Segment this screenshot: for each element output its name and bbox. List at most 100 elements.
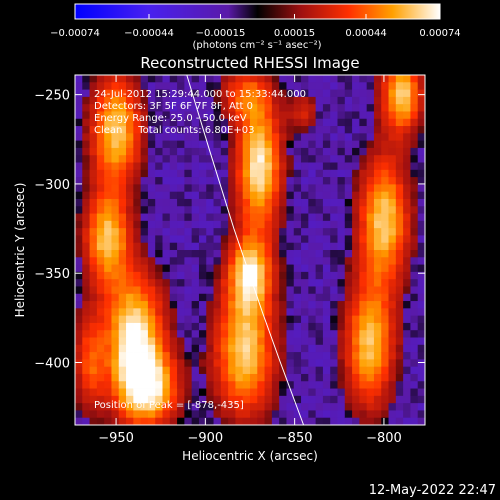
heatmap-cell [126,155,134,163]
heatmap-cell [366,344,375,353]
heatmap-cell [198,133,207,142]
heatmap-cell [315,184,324,193]
heatmap-cell [293,177,302,185]
heatmap-cell [315,162,324,171]
heatmap-cell [250,111,258,120]
heatmap-cell [82,366,90,375]
heatmap-cell [410,366,419,375]
heatmap-cell [140,250,149,258]
heatmap-cell [308,352,317,360]
heatmap-cell [184,388,193,397]
heatmap-cell [126,373,134,382]
heatmap-cell [191,257,200,265]
heatmap-cell [177,206,185,214]
heatmap-cell [330,359,338,368]
heatmap-cell [213,344,222,353]
heatmap-cell [301,177,309,185]
heatmap-cell [213,162,222,171]
heatmap-cell [264,344,273,353]
heatmap-cell [373,206,382,214]
heatmap-cell [89,417,98,425]
heatmap-cell [162,250,171,258]
heatmap-cell [242,257,251,265]
heatmap-cell [111,184,120,193]
heatmap-cell [286,293,295,302]
heatmap-cell [257,126,265,134]
heatmap-cell [140,308,149,317]
heatmap-cell [293,373,302,382]
heatmap-cell [126,395,134,404]
heatmap-cell [191,250,200,258]
heatmap-cell [82,359,90,368]
heatmap-cell [191,75,200,83]
heatmap-cell [388,191,397,200]
heatmap-cell [279,235,287,244]
heatmap-cell [279,133,287,142]
heatmap-cell [242,235,251,244]
heatmap-cell [373,410,382,419]
heatmap-cell [366,147,375,156]
heatmap-cell [301,403,309,411]
heatmap-cell [257,322,265,331]
heatmap-cell [344,206,353,214]
heatmap-cell [366,155,375,163]
heatmap-cell [96,250,105,258]
heatmap-cell [228,403,236,411]
heatmap-cell [388,250,397,258]
heatmap-cell [75,373,83,382]
heatmap-cell [410,279,419,287]
heatmap-cell [126,388,134,397]
heatmap-cell [75,140,83,149]
heatmap-cell [271,184,280,193]
heatmap-cell [111,140,120,149]
heatmap-cell [330,220,338,229]
heatmap-cell [96,155,105,163]
heatmap-cell [308,322,317,331]
heatmap-cell [191,89,200,98]
heatmap-cell [322,257,331,265]
heatmap-cell [82,242,90,251]
heatmap-cell [293,286,302,295]
heatmap-cell [213,286,222,295]
heatmap-cell [118,191,127,200]
heatmap-cell [104,118,112,127]
heatmap-cell [228,96,236,105]
heatmap-cell [366,271,375,280]
heatmap-cell [147,271,156,280]
heatmap-cell [191,352,200,360]
heatmap-cell [417,257,425,265]
heatmap-cell [133,169,142,178]
heatmap-cell [220,352,229,360]
heatmap-cell [286,286,295,295]
heatmap-cell [388,104,397,112]
heatmap-cell [330,403,338,411]
heatmap-cell [177,381,185,389]
heatmap-cell [352,286,360,295]
heatmap-cell [213,198,222,207]
heatmap-cell [155,337,163,346]
heatmap-cell [395,257,404,265]
heatmap-cell [403,111,411,120]
heatmap-cell [96,111,105,120]
heatmap-cell [330,155,338,163]
heatmap-cell [169,293,178,302]
heatmap-cell [162,228,171,236]
heatmap-cell [206,235,214,244]
heatmap-cell [198,162,207,171]
heatmap-cell [191,82,200,90]
heatmap-cell [89,344,98,353]
heatmap-cell [89,184,98,193]
heatmap-cell [198,89,207,98]
heatmap-cell [395,213,404,222]
heatmap-cell [75,118,83,127]
heatmap-cell [191,366,200,375]
heatmap-cell [388,228,397,236]
heatmap-cell [177,191,185,200]
heatmap-cell [104,395,112,404]
heatmap-cell [206,388,214,397]
heatmap-cell [82,213,90,222]
heatmap-cell [235,330,244,338]
heatmap-cell [366,279,375,287]
heatmap-cell [191,403,200,411]
heatmap-cell [198,242,207,251]
